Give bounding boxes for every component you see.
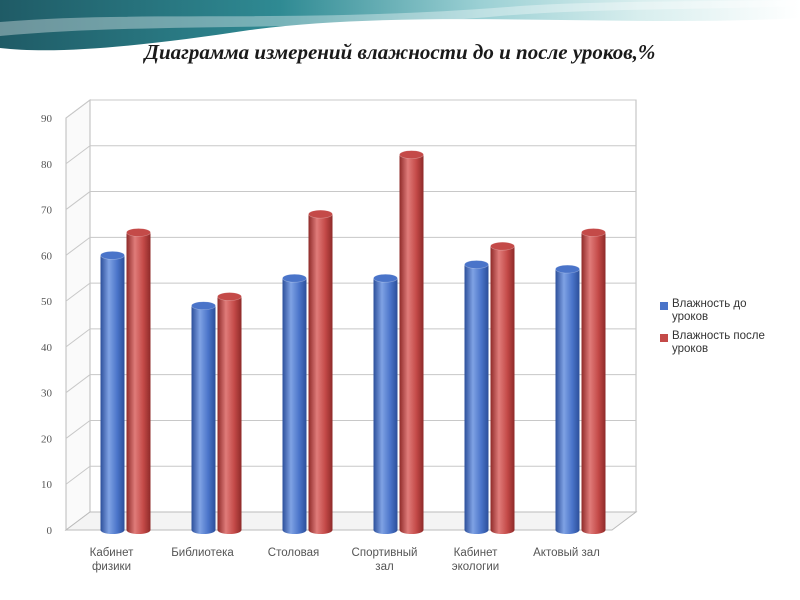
bar-after — [490, 241, 515, 534]
bar-before — [191, 301, 216, 534]
bar-before — [555, 264, 580, 534]
gridline — [65, 236, 636, 256]
y-tick-label: 70 — [41, 205, 53, 217]
bar-before — [100, 251, 125, 535]
y-tick-label: 30 — [41, 388, 53, 400]
legend-label-after: Влажность после уроков — [672, 330, 765, 355]
gridline — [65, 419, 636, 439]
legend-label-before: Влажность до уроков — [672, 298, 747, 323]
bar-after — [217, 292, 242, 534]
y-tick-label: 60 — [41, 250, 53, 262]
gridline — [65, 282, 636, 302]
header-banner — [0, 0, 800, 51]
y-tick-label: 40 — [41, 342, 53, 354]
gridline — [65, 145, 636, 165]
y-tick-label: 20 — [41, 433, 53, 445]
x-tick-label: Кабинет экологии — [452, 547, 499, 573]
x-tick-label: Кабинет физики — [90, 547, 134, 573]
chart-title: Диаграмма измерений влажности до и после… — [144, 40, 656, 64]
bar-after — [581, 228, 606, 534]
gridline — [65, 465, 636, 485]
bar-before — [373, 273, 398, 534]
gridline — [65, 99, 636, 119]
bar-after — [126, 228, 151, 534]
legend-swatch-before — [660, 302, 668, 310]
gridline — [65, 328, 636, 348]
x-tick-label: Актовый зал — [533, 547, 600, 559]
bar-before — [282, 273, 307, 534]
chart-legend: Влажность до уроков Влажность после урок… — [660, 298, 767, 362]
gridline — [65, 374, 636, 394]
bar-after — [399, 150, 424, 534]
plot-back-wall — [89, 99, 637, 513]
gridline — [65, 191, 636, 210]
bar-after — [308, 209, 333, 534]
plot-side-wall — [65, 99, 91, 531]
bar-before — [464, 260, 489, 534]
legend-item-after: Влажность после уроков — [660, 330, 767, 356]
legend-swatch-after — [660, 334, 668, 342]
y-tick-label: 10 — [41, 479, 53, 491]
y-tick-label: 90 — [41, 113, 53, 125]
x-tick-label: Библиотека — [171, 547, 234, 559]
x-tick-label: Спортивный зал — [352, 547, 418, 573]
y-tick-label: 50 — [41, 296, 53, 308]
y-tick-label: 80 — [41, 159, 53, 171]
x-tick-label: Столовая — [268, 547, 319, 559]
plot-floor — [64, 511, 638, 531]
y-tick-label: 0 — [47, 525, 53, 537]
legend-item-before: Влажность до уроков — [660, 298, 767, 324]
